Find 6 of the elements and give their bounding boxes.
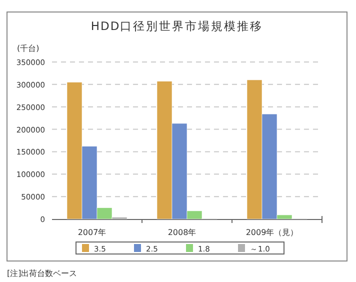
x-tick-label: 2007年 — [78, 228, 106, 237]
text: [注]出荷台数ベース — [7, 269, 78, 278]
y-axis-title: (千台) — [17, 44, 40, 53]
x-tick-label: 2009年（見） — [246, 228, 298, 237]
chart-title: HDD口径別世界市場規模推移 — [90, 19, 264, 33]
x-tick-label: 2008年 — [168, 228, 196, 237]
